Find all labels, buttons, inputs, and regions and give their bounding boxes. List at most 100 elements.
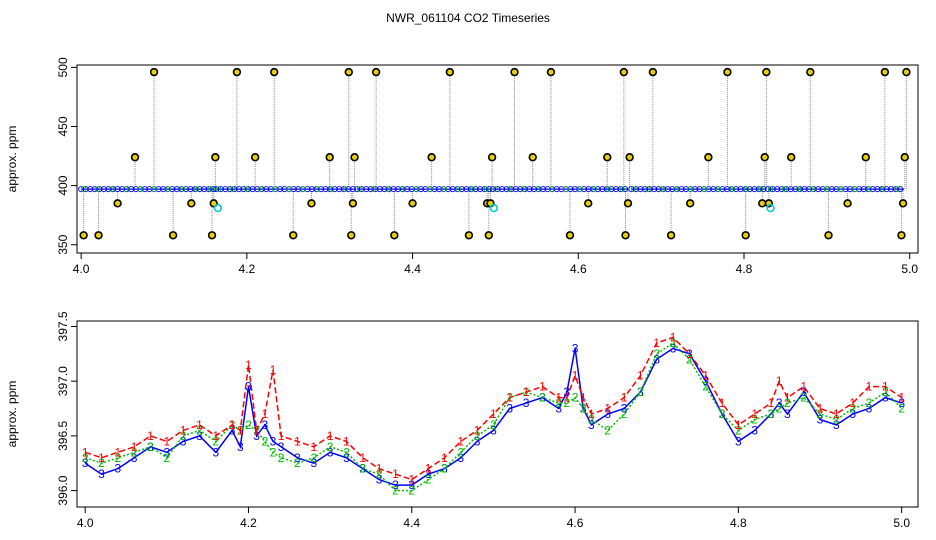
series-3-point: 3: [98, 467, 105, 481]
series-3-point: 3: [719, 407, 726, 421]
sample-point: [897, 186, 904, 193]
series-2-point: 2: [261, 434, 268, 448]
outlier-point: [232, 67, 242, 77]
sample-point-alt: [413, 186, 419, 193]
outlier-point: [619, 67, 629, 77]
sample-point: [363, 186, 370, 193]
series-3-point: 3: [147, 440, 154, 454]
sample-point: [132, 186, 139, 193]
outlier-point: [741, 231, 750, 240]
sample-point: [445, 186, 452, 193]
sample-point: [792, 186, 799, 193]
series-2-point: 2: [376, 467, 383, 481]
sample-point: [187, 186, 194, 193]
series-2-point: 2: [229, 418, 236, 432]
outlier-point: [149, 67, 159, 77]
series-1-point: 1: [490, 407, 497, 421]
series-1-point: 1: [898, 391, 905, 405]
sample-point: [395, 186, 402, 193]
outlier-point: [307, 199, 316, 208]
series-3-point: 3: [261, 418, 268, 432]
outlier-point: [824, 231, 833, 240]
series-2-point: 2: [506, 391, 513, 405]
y-axis-label: approx. ppm: [5, 381, 19, 448]
x-tick-label: 4.0: [77, 516, 94, 530]
series-3-point: 3: [490, 423, 497, 437]
series-2-point: 2: [343, 445, 350, 459]
sample-point-alt: [520, 186, 527, 193]
series-2-point: 2: [196, 423, 203, 437]
outlier-point: [762, 67, 771, 77]
series-1-point: 1: [253, 423, 260, 437]
outlier-point: [79, 231, 88, 240]
series-1-point: 1: [343, 434, 350, 448]
flagged-point: [489, 203, 498, 213]
sample-point: [331, 186, 338, 193]
x-tick-label: 4.4: [404, 262, 421, 276]
y-axis-label: approx. ppm: [5, 126, 19, 193]
series-2-point: 2: [866, 396, 873, 410]
sample-point-alt: [673, 186, 679, 193]
sample-point: [888, 186, 895, 193]
series-2-point: 2: [686, 352, 693, 366]
series-1-point: 1: [776, 374, 783, 388]
sample-point: [796, 186, 803, 193]
sample-point: [869, 186, 876, 193]
bottom-panel: 4.0 4.2 4.4 4.6 4.8 5.0 396.0 396.5 397.0 397.5 ap…: [5, 311, 919, 530]
sample-point: [105, 186, 112, 193]
outlier-point: [806, 67, 815, 77]
y-tick-label: 400: [56, 175, 70, 195]
x-tick-label: 4.2: [239, 262, 256, 276]
series-1-point: 1: [539, 380, 546, 394]
sample-point-alt: [108, 186, 115, 193]
series-3-point: 3: [621, 402, 628, 416]
sample-point: [390, 186, 397, 193]
series-1-point: 1: [245, 358, 252, 372]
outlier-point: [565, 231, 575, 240]
sample-point: [486, 186, 493, 193]
series-3-point: 3: [539, 391, 546, 405]
series-2-point: 2: [604, 423, 611, 437]
sample-point: [512, 186, 519, 193]
series-3-point: 3: [653, 352, 660, 366]
sample-point: [226, 186, 233, 193]
series-1-point: 1: [98, 451, 105, 465]
outlier-point: [510, 67, 519, 77]
sample-point: [472, 186, 479, 193]
sample-point-alt: [645, 186, 651, 193]
series-1-point: 1: [237, 423, 244, 437]
sample-point-alt: [809, 186, 816, 193]
series-2-point: 2: [776, 402, 783, 416]
series-3-point: 3: [564, 385, 571, 399]
series-1-point: 1: [735, 418, 742, 432]
outlier-point: [900, 153, 909, 162]
series-1-point: 1: [833, 407, 840, 421]
series-2-point: 2: [245, 418, 252, 432]
series-3-point: 3: [180, 434, 187, 448]
series-2-point: 2: [670, 336, 677, 350]
series-1-point: 1: [147, 429, 154, 443]
series-2-point: 2: [719, 407, 726, 421]
series-2-point: 2: [237, 423, 244, 437]
series-1-point: 1: [212, 429, 219, 443]
series-1-point: 1: [82, 445, 89, 459]
y-tick-label: 500: [56, 57, 70, 77]
series-2-point: 2: [359, 462, 366, 476]
sample-point: [82, 186, 89, 193]
series-1-point: 1: [768, 396, 775, 410]
series-1-point: 1: [441, 451, 448, 465]
series-3-point: 3: [776, 396, 783, 410]
series-3-point: 3: [588, 418, 595, 432]
outlier-point: [211, 153, 220, 162]
sample-point: [733, 186, 740, 193]
sample-point-alt: [455, 186, 461, 193]
series-3-point: 3: [163, 445, 170, 459]
series-2-point: 2: [270, 445, 277, 459]
sample-point: [612, 186, 620, 193]
sample-point-alt: [577, 186, 583, 193]
sample-point: [201, 186, 208, 193]
sample-point-alt: [427, 186, 433, 193]
series-2-point: 2: [392, 484, 399, 498]
series-3-point: 3: [82, 456, 89, 470]
series-3-line: [84, 347, 902, 486]
